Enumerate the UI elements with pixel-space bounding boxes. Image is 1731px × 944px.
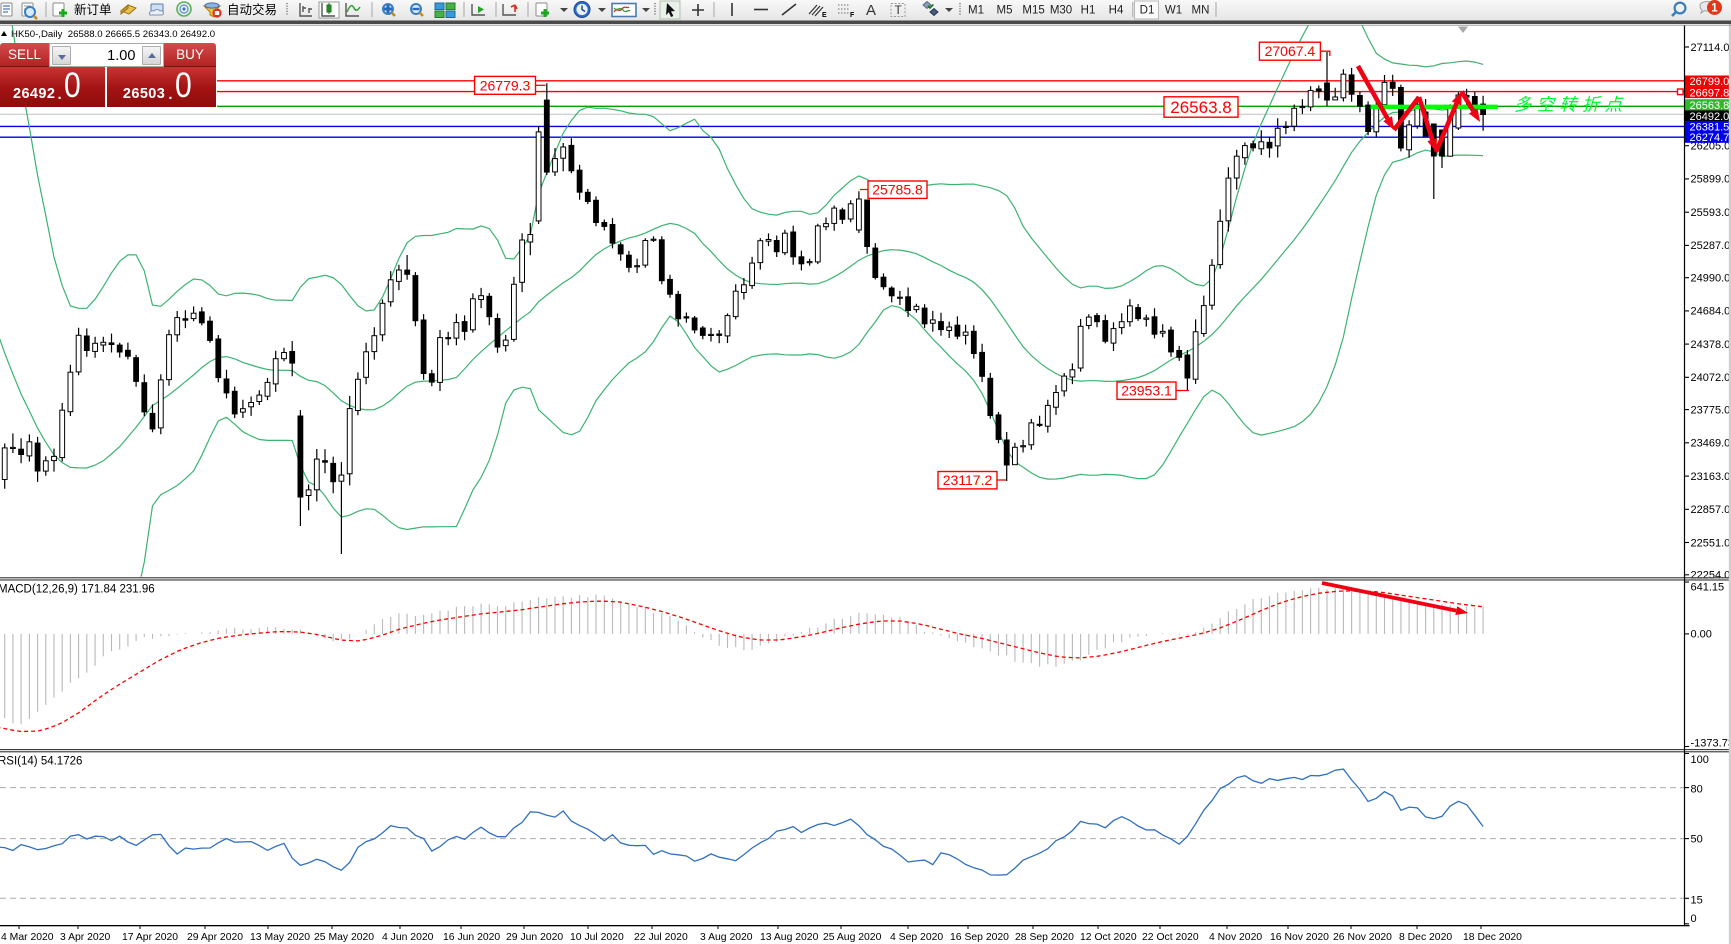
svg-text:H4: H4	[1109, 5, 1124, 17]
svg-text:26697.8: 26697.8	[1690, 87, 1730, 99]
svg-text:26799.0: 26799.0	[1690, 76, 1730, 88]
svg-text:22551.0: 22551.0	[1691, 537, 1731, 549]
svg-text:26492.0: 26492.0	[1690, 111, 1730, 123]
svg-text:10 Jul 2020: 10 Jul 2020	[570, 932, 624, 943]
svg-text:15: 15	[1691, 895, 1703, 907]
svg-text:28 Sep 2020: 28 Sep 2020	[1015, 932, 1074, 943]
svg-text:50: 50	[1691, 834, 1703, 846]
svg-text:24684.0: 24684.0	[1691, 306, 1731, 318]
svg-text:100: 100	[1691, 754, 1709, 766]
svg-text:1: 1	[1711, 3, 1718, 15]
svg-text:M30: M30	[1050, 5, 1072, 17]
svg-text:23953.1: 23953.1	[1121, 383, 1172, 399]
svg-text:25899.0: 25899.0	[1691, 174, 1731, 186]
svg-text:W1: W1	[1165, 5, 1182, 17]
svg-text:26205.0: 26205.0	[1691, 141, 1731, 153]
svg-text:22 Jul 2020: 22 Jul 2020	[634, 932, 688, 943]
svg-text:-1373.73: -1373.73	[1691, 737, 1731, 749]
svg-text:M5: M5	[997, 5, 1013, 17]
svg-text:F: F	[850, 12, 855, 19]
svg-text:4 Jun 2020: 4 Jun 2020	[382, 932, 434, 943]
svg-text:4 Nov 2020: 4 Nov 2020	[1209, 932, 1262, 943]
svg-text:17 Apr 2020: 17 Apr 2020	[122, 932, 178, 943]
svg-text:641.15: 641.15	[1691, 581, 1725, 593]
svg-text:MACD(12,26,9) 171.84 231.96: MACD(12,26,9) 171.84 231.96	[0, 584, 155, 596]
svg-text:26563.8: 26563.8	[1690, 100, 1730, 112]
svg-text:27067.4: 27067.4	[1265, 43, 1316, 59]
svg-text:3 Aug 2020: 3 Aug 2020	[700, 932, 753, 943]
svg-text:27114.0: 27114.0	[1691, 42, 1730, 54]
svg-text:M1: M1	[968, 5, 984, 17]
svg-text:26779.3: 26779.3	[480, 77, 531, 93]
svg-text:22 Oct 2020: 22 Oct 2020	[1142, 932, 1199, 943]
svg-text:12 Oct 2020: 12 Oct 2020	[1080, 932, 1137, 943]
svg-text:25 Aug 2020: 25 Aug 2020	[823, 932, 882, 943]
svg-text:H1: H1	[1081, 5, 1096, 17]
svg-text:8 Dec 2020: 8 Dec 2020	[1399, 932, 1452, 943]
svg-text:13 Aug 2020: 13 Aug 2020	[760, 932, 819, 943]
svg-text:23163.0: 23163.0	[1691, 471, 1731, 483]
svg-text:新订单: 新订单	[74, 2, 112, 17]
svg-text:23117.2: 23117.2	[943, 472, 993, 488]
svg-text:多空转折点: 多空转折点	[1514, 95, 1625, 115]
svg-text:4 Mar 2020: 4 Mar 2020	[1, 932, 54, 943]
svg-text:16 Nov 2020: 16 Nov 2020	[1270, 932, 1329, 943]
svg-text:RSI(14) 54.1726: RSI(14) 54.1726	[0, 756, 82, 768]
svg-text:T: T	[895, 3, 903, 17]
svg-text:23469.0: 23469.0	[1691, 438, 1731, 450]
svg-text:26 Nov 2020: 26 Nov 2020	[1333, 932, 1392, 943]
svg-text:M15: M15	[1022, 5, 1044, 17]
svg-text:4 Sep 2020: 4 Sep 2020	[890, 932, 943, 943]
svg-text:80: 80	[1691, 783, 1703, 795]
svg-text:D1: D1	[1140, 5, 1155, 17]
svg-text:23775.0: 23775.0	[1691, 404, 1731, 416]
svg-text:26563.8: 26563.8	[1170, 98, 1231, 117]
svg-text:24072.0: 24072.0	[1691, 372, 1731, 384]
svg-text:0: 0	[1691, 913, 1697, 925]
svg-text:13 May 2020: 13 May 2020	[250, 932, 310, 943]
svg-text:自动交易: 自动交易	[227, 2, 277, 17]
svg-text:MN: MN	[1192, 5, 1210, 17]
svg-text:18 Dec 2020: 18 Dec 2020	[1463, 932, 1522, 943]
svg-text:26274.7: 26274.7	[1690, 132, 1730, 144]
svg-text:16 Sep 2020: 16 Sep 2020	[950, 932, 1009, 943]
svg-text:22857.0: 22857.0	[1691, 504, 1731, 516]
svg-text:25 May 2020: 25 May 2020	[314, 932, 374, 943]
svg-text:0.00: 0.00	[1691, 629, 1712, 641]
svg-text:16 Jun 2020: 16 Jun 2020	[443, 932, 500, 943]
svg-text:24378.0: 24378.0	[1691, 339, 1731, 351]
svg-text:25593.0: 25593.0	[1691, 207, 1731, 219]
svg-text:26381.5: 26381.5	[1690, 122, 1730, 134]
svg-text:E: E	[822, 12, 827, 19]
svg-text:29 Apr 2020: 29 Apr 2020	[187, 932, 243, 943]
svg-text:29 Jun 2020: 29 Jun 2020	[506, 932, 563, 943]
svg-text:22254.0: 22254.0	[1691, 570, 1731, 582]
svg-text:3 Apr 2020: 3 Apr 2020	[60, 932, 110, 943]
svg-text:24990.0: 24990.0	[1691, 273, 1731, 285]
svg-text:25287.0: 25287.0	[1691, 240, 1731, 252]
svg-text:25785.8: 25785.8	[872, 182, 923, 198]
svg-text:A: A	[866, 2, 876, 19]
